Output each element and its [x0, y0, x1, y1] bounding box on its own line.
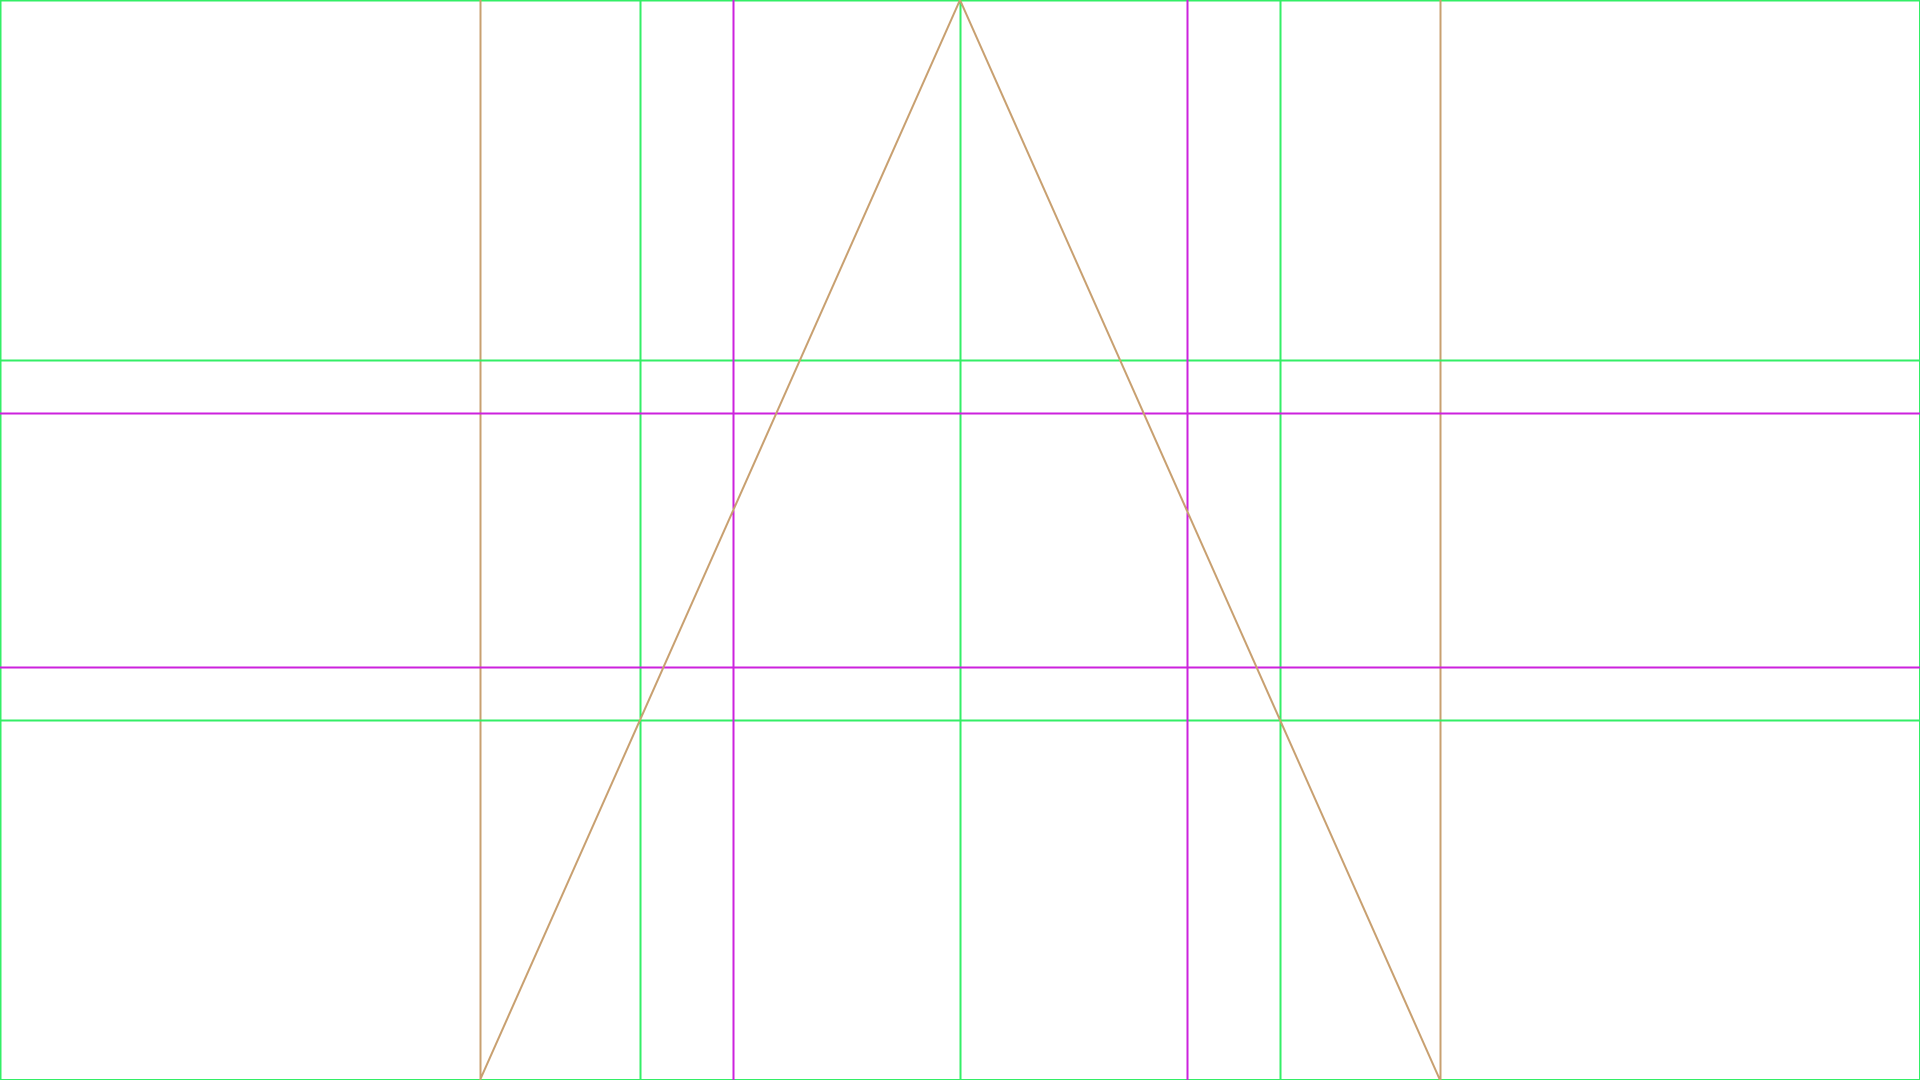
triangle-left-edge	[479, 0, 961, 1080]
triangle-layer	[479, 0, 1441, 1080]
triangle-right-edge	[959, 0, 1441, 1080]
